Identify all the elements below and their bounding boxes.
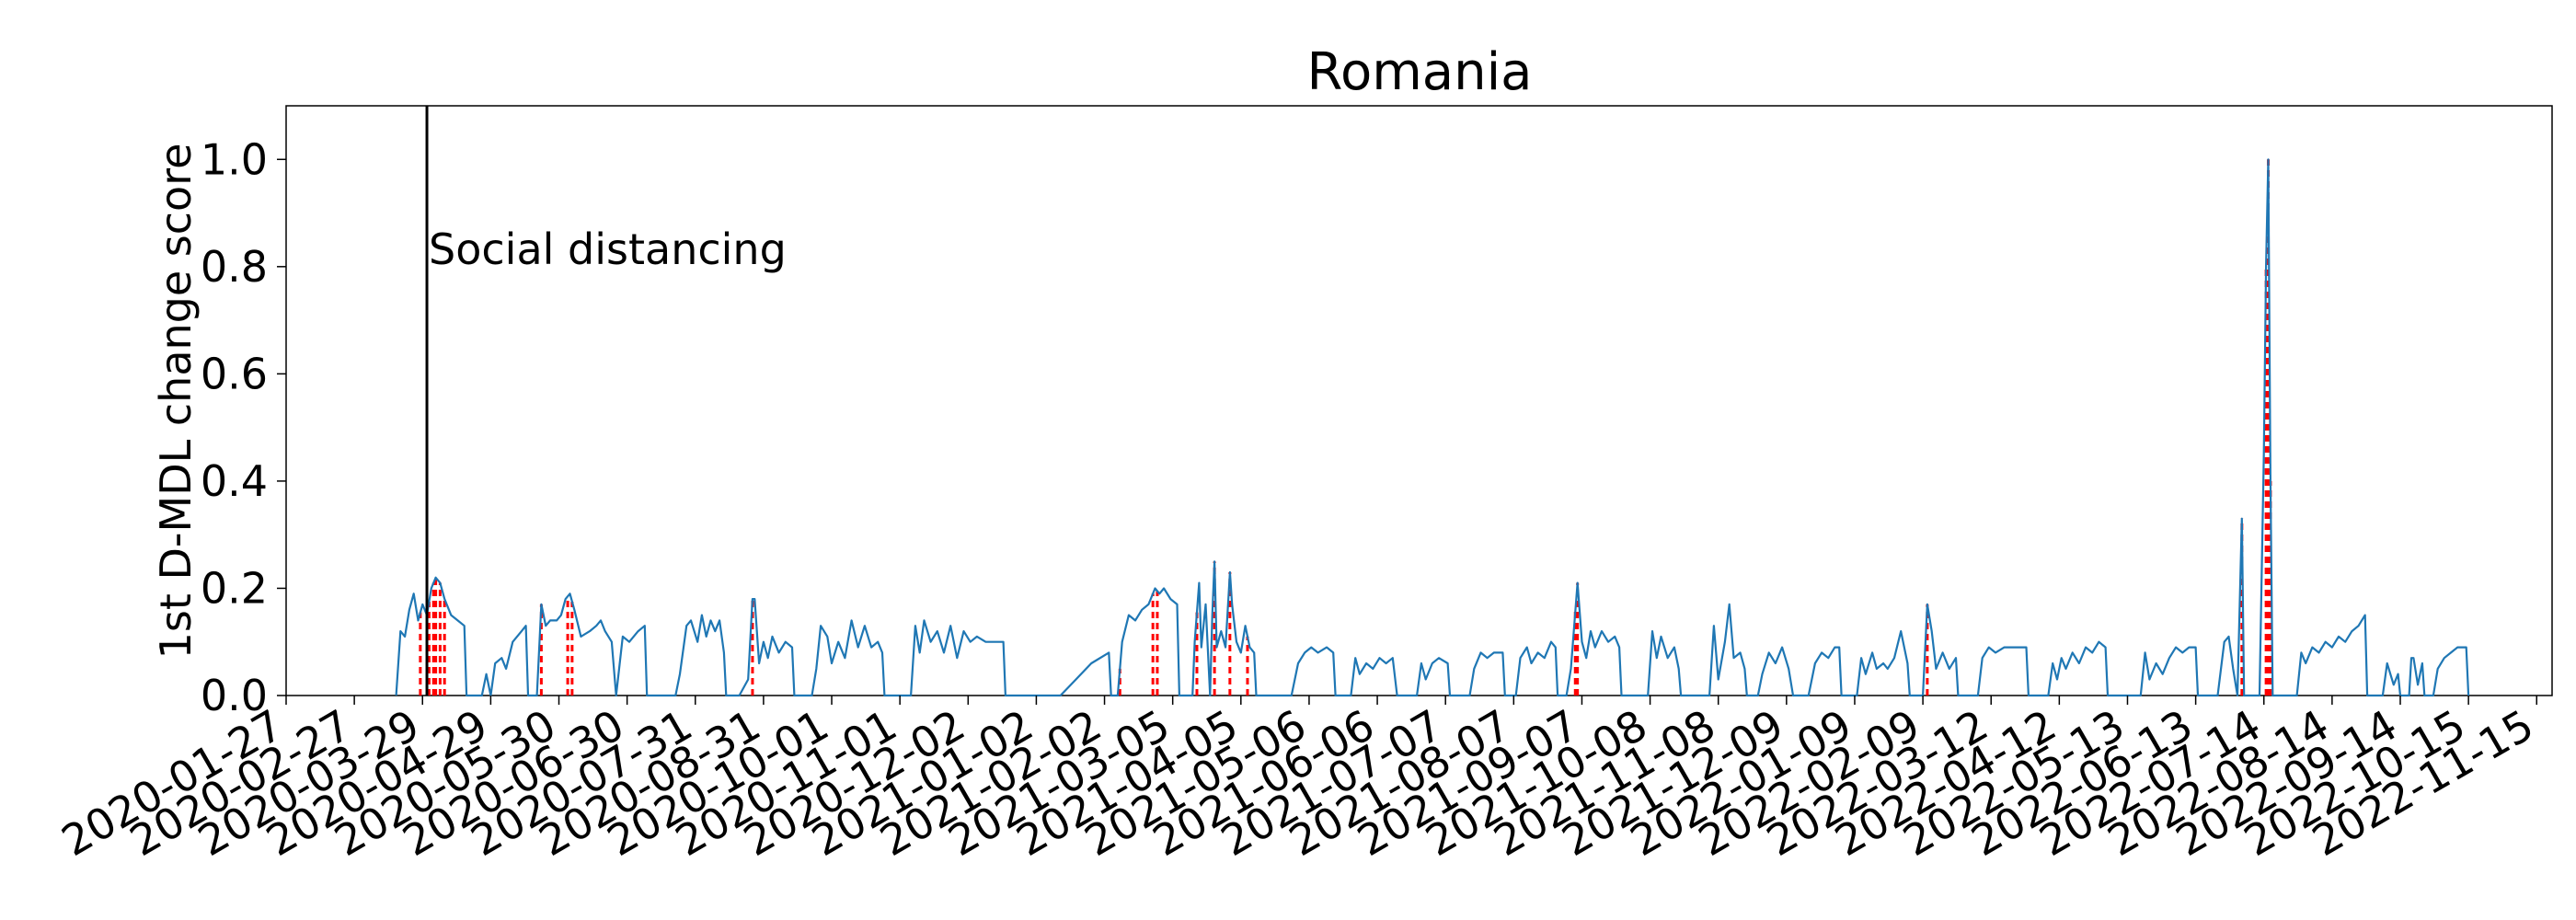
y-tick-label: 0.4 <box>201 456 268 506</box>
y-tick-label: 0.8 <box>201 242 268 292</box>
series-layer <box>395 158 2470 697</box>
series-line <box>395 158 2470 697</box>
y-axis: 0.0 0.2 0.4 0.6 0.8 1.0 <box>201 134 286 720</box>
chart-title: Romania <box>1307 42 1533 102</box>
annotation-layer: Social distancing <box>425 106 787 696</box>
annotation-text: Social distancing <box>429 224 787 274</box>
y-tick-label: 0.2 <box>201 563 268 613</box>
y-axis-label: 1st D-MDL change score <box>151 144 201 660</box>
plot-frame <box>285 105 2553 696</box>
y-tick-label: 0.0 <box>201 671 268 720</box>
x-axis: 2020-01-272020-02-272020-03-292020-04-29… <box>53 696 2542 866</box>
y-tick-label: 1.0 <box>201 134 268 184</box>
plot-area: Social distancing <box>285 105 2553 697</box>
y-tick-label: 0.6 <box>201 349 268 398</box>
